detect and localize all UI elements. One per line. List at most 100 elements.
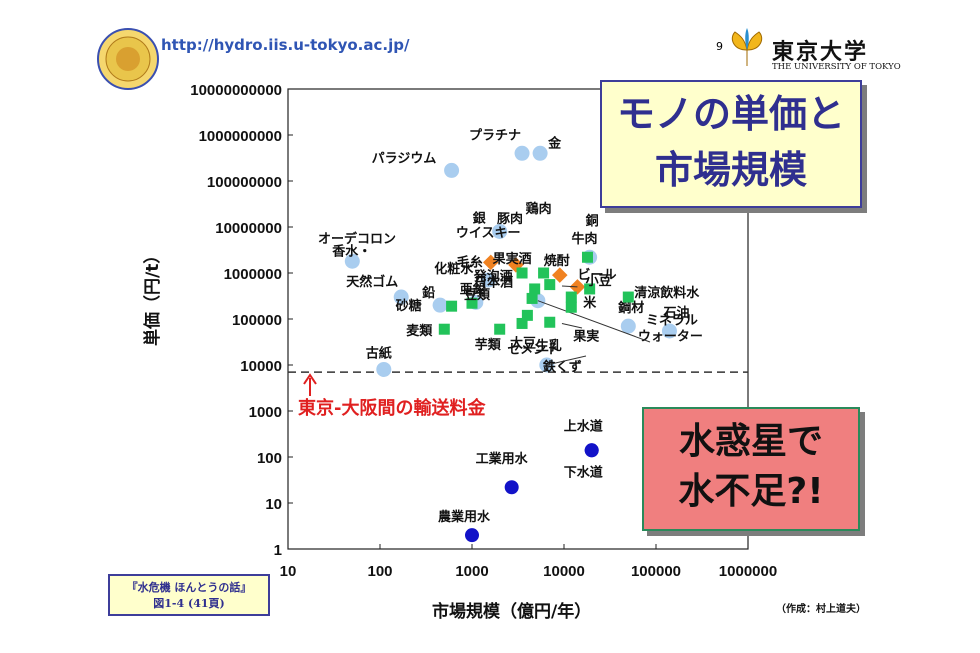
y-tick-label: 10000000 xyxy=(215,220,282,237)
ginkgo-logo-icon xyxy=(725,26,769,74)
x-tick-label: 10 xyxy=(280,563,297,580)
point-label: 亜鉛 xyxy=(460,281,486,297)
water-line-1: 水惑星で xyxy=(678,421,823,462)
marker-square xyxy=(581,251,593,263)
point-label: 砂糖 xyxy=(395,298,422,314)
transport-cost-label: 東京-大阪間の輸送料金 xyxy=(298,397,486,419)
y-axis-label: 単価（円/t） xyxy=(143,246,163,346)
point-label: 銀 xyxy=(473,210,486,226)
site-url[interactable]: http://hydro.iis.u-tokyo.ac.jp/ xyxy=(161,36,410,54)
marker-square xyxy=(565,301,577,313)
x-tick-label: 1000 xyxy=(455,563,488,580)
marker-square xyxy=(521,309,533,321)
y-tick-label: 1000000000 xyxy=(199,128,282,145)
point-label: 果実 xyxy=(572,328,599,344)
marker-square xyxy=(526,292,538,304)
marker-circle xyxy=(376,361,392,377)
point-label: 大豆 xyxy=(510,335,536,351)
marker-circle xyxy=(532,145,548,161)
point-label: 鶏肉 xyxy=(526,201,552,217)
marker-circle xyxy=(584,443,599,458)
author-credit: （作成：村上道夫） xyxy=(776,604,866,615)
point-label: ミネラルウォーター xyxy=(638,314,703,345)
point-label: 小豆 xyxy=(586,274,612,289)
point-label: 化粧水 xyxy=(434,261,474,277)
point-label: 焼酎 xyxy=(544,253,570,269)
arrow-up-icon xyxy=(303,373,317,385)
point-label: 石油 xyxy=(662,305,689,321)
marker-square xyxy=(438,323,450,335)
point-label: 日本酒 xyxy=(474,274,513,290)
book-reference-box: 『水危機 ほんとうの話』 図1-4 (41頁) xyxy=(108,574,270,616)
point-label: 上水道 xyxy=(564,418,603,434)
point-label: 鋼材 xyxy=(617,300,644,316)
book-title: 『水危機 ほんとうの話』 xyxy=(126,581,252,594)
point-label: 米 xyxy=(583,295,597,311)
point-label: 鉛 xyxy=(422,285,435,301)
point-label: 古紙 xyxy=(366,345,392,361)
point-label: 果実酒 xyxy=(492,251,532,267)
point-label: 鉄くず xyxy=(543,359,582,375)
y-tick-label: 100000 xyxy=(232,312,282,329)
x-tick-label: 10000 xyxy=(543,563,585,580)
leader-line xyxy=(561,322,583,329)
point-label: オーデコロン xyxy=(318,231,396,247)
x-axis-label: 市場規模（億円/年） xyxy=(432,602,592,622)
marker-circle xyxy=(504,480,519,495)
title-box: モノの単価と 市場規模 xyxy=(600,80,862,208)
point-label: パラジウム xyxy=(372,151,437,166)
marker-square xyxy=(584,283,596,295)
y-tick-label: 1 xyxy=(274,542,282,559)
point-label: 工業用水 xyxy=(476,451,529,467)
title-line-2: 市場規模 xyxy=(654,148,807,192)
point-label: ウイスキー xyxy=(456,226,521,241)
marker-square xyxy=(622,291,634,303)
marker-circle xyxy=(480,272,496,288)
marker-square xyxy=(565,291,577,303)
point-label: 生乳 xyxy=(536,338,562,354)
point-label: 麦類 xyxy=(406,323,433,339)
point-label: 豆類 xyxy=(464,288,491,303)
point-label: 豚肉 xyxy=(497,211,523,227)
marker-circle xyxy=(432,297,448,313)
point-label: 発泡酒 xyxy=(473,269,513,285)
x-tick-label: 100 xyxy=(367,563,392,580)
point-label: 清涼飲料水 xyxy=(634,285,700,301)
y-tick-label: 10000000000 xyxy=(190,82,282,99)
marker-square xyxy=(538,267,550,279)
marker-square xyxy=(544,316,556,328)
y-tick-label: 10 xyxy=(265,496,282,513)
marker-circle xyxy=(465,528,479,543)
leader-line xyxy=(546,355,587,366)
marker-circle xyxy=(514,145,530,161)
y-tick-label: 1000000 xyxy=(224,266,282,283)
y-tick-label: 100 xyxy=(257,450,282,467)
x-tick-label: 1000000 xyxy=(719,563,777,580)
water-shortage-box: 水惑星で 水不足?! xyxy=(642,407,860,531)
marker-square xyxy=(529,283,541,295)
marker-square xyxy=(544,279,556,291)
water-line-2: 水不足?! xyxy=(678,471,824,512)
point-label: 毛糸 xyxy=(457,254,483,270)
title-line-1: モノの単価と xyxy=(616,92,845,136)
point-label: 牛肉 xyxy=(571,231,597,247)
university-name-en: THE UNIVERSITY OF TOKYO xyxy=(772,62,901,72)
point-label: ビール xyxy=(577,267,616,283)
page-number: 9 xyxy=(716,40,723,53)
marker-circle xyxy=(344,253,360,269)
point-label: 農業用水 xyxy=(438,509,491,525)
university-name-jp: 東京大学 xyxy=(772,39,869,65)
point-label: 天然ゴム xyxy=(346,274,398,290)
point-label: 香水・ xyxy=(331,243,371,259)
marker-square xyxy=(494,323,506,335)
institute-logo xyxy=(96,27,160,91)
marker-circle xyxy=(492,223,508,239)
point-label: 芋類 xyxy=(475,337,502,353)
leader-line xyxy=(561,285,578,288)
marker-square xyxy=(516,317,528,329)
leader-line xyxy=(537,300,651,343)
y-tick-label: 100000000 xyxy=(207,174,282,191)
marker-circle xyxy=(661,323,677,339)
point-label: 銅 xyxy=(586,213,599,229)
